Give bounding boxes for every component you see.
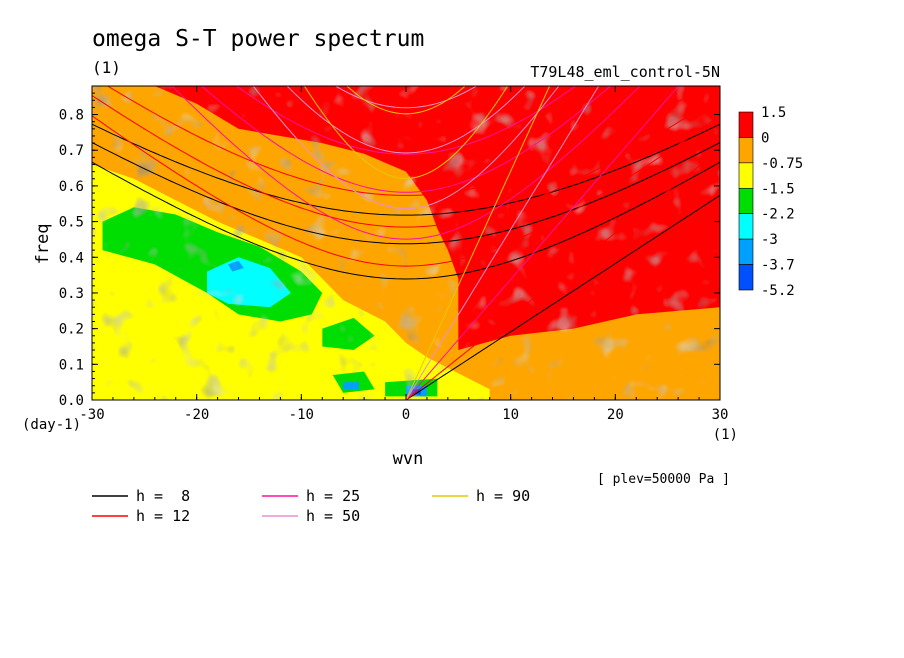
colorbar-label: -3.7 (761, 258, 795, 274)
legend-label-h90: h = 90 (476, 487, 530, 505)
y-tick-label: 0.5 (59, 215, 84, 231)
x-tick-label: -20 (184, 407, 209, 423)
colorbar-swatch (738, 137, 754, 164)
plev-note: [ plev=50000 Pa ] (597, 472, 730, 487)
y-tick-label: 0.2 (59, 322, 84, 338)
colorbar-swatch (738, 187, 754, 215)
curve-h8-n2 (92, 142, 720, 245)
x-tick-label: 10 (502, 407, 519, 423)
curve-h50-n3 (334, 86, 478, 109)
y-tick-label: 0.8 (59, 108, 84, 124)
x-tick-label: 0 (402, 407, 410, 423)
y-axis-label: freq (33, 224, 53, 265)
colorbar-label: -2.2 (761, 207, 795, 223)
x-tick-label: 20 (607, 407, 624, 423)
curve-h8-kelvin (405, 194, 720, 400)
x-tick-label: -30 (79, 407, 104, 423)
x-axis-label: wvn (393, 449, 424, 469)
curve-h12-n1 (92, 115, 720, 267)
curve-h90-n1 (303, 86, 509, 179)
curve-h50-n2 (286, 86, 526, 154)
legend-label-h25: h = 25 (306, 487, 360, 505)
y-tick-label: 0.0 (59, 393, 84, 409)
curve-h25-n3 (235, 86, 577, 155)
curve-h25-n1 (171, 86, 641, 240)
legend-label-h50: h = 50 (306, 507, 360, 525)
x-tick-label: -10 (289, 407, 314, 423)
curve-h90-kelvin (405, 86, 551, 400)
dispersion-curves (92, 86, 720, 400)
curve-h8-n1 (92, 161, 720, 280)
y-axis-units: (day-1) (22, 417, 81, 433)
x-tick-label: 30 (712, 407, 729, 423)
colorbar-swatch (738, 264, 754, 291)
colorbar-label: 1.5 (761, 105, 786, 121)
speckle-texture (92, 86, 720, 400)
y-tick-label: 0.7 (59, 143, 84, 159)
y-tick-label: 0.4 (59, 250, 84, 266)
colorbar-label: -1.5 (761, 181, 795, 197)
x-axis: -30 -20 -10 0 10 20 30 (79, 86, 728, 423)
curve-h8-n3 (92, 123, 720, 216)
y-tick-label: 0.3 (59, 286, 84, 302)
legend-label-h8: h = 8 (136, 487, 190, 505)
curve-h25-kelvin (405, 86, 680, 400)
experiment-label: T79L48_eml_control-5N (530, 63, 720, 81)
x-axis-units: (1) (713, 427, 738, 443)
colorbar-label: -3 (761, 232, 778, 248)
curve-h12-kelvin (405, 148, 720, 400)
y-tick-label: 0.6 (59, 179, 84, 195)
colorbar-label: 0 (761, 130, 769, 146)
colorbar-swatch (738, 238, 754, 265)
curve-h50-n1 (252, 86, 560, 210)
y-axis: 0.0 0.1 0.2 0.3 0.4 0.5 0.6 0.7 0.8 (59, 92, 720, 409)
chart-title: omega S-T power spectrum (92, 26, 424, 52)
colorbar-label: -5.2 (761, 283, 795, 299)
colorbar: 1.5 0 -0.75 -1.5 -2.2 -3 -3.7 -5.2 (738, 105, 803, 299)
colorbar-label: -0.75 (761, 156, 803, 172)
curve-h25-n2 (200, 86, 612, 193)
curve-h90-n2 (346, 86, 466, 115)
curve-h50-kelvin (405, 86, 600, 400)
colorbar-swatch (738, 213, 754, 240)
plot-area (92, 86, 720, 400)
colorbar-swatch (738, 162, 754, 189)
y-tick-label: 0.1 (59, 357, 84, 373)
legend: h = 8 h = 12 h = 25 h = 50 h = 90 (92, 487, 530, 525)
legend-label-h12: h = 12 (136, 507, 190, 525)
power-field-layers (92, 86, 720, 400)
colorbar-swatch (738, 111, 754, 138)
chart-subtitle: (1) (92, 58, 121, 77)
curve-h12-n3 (106, 86, 706, 196)
